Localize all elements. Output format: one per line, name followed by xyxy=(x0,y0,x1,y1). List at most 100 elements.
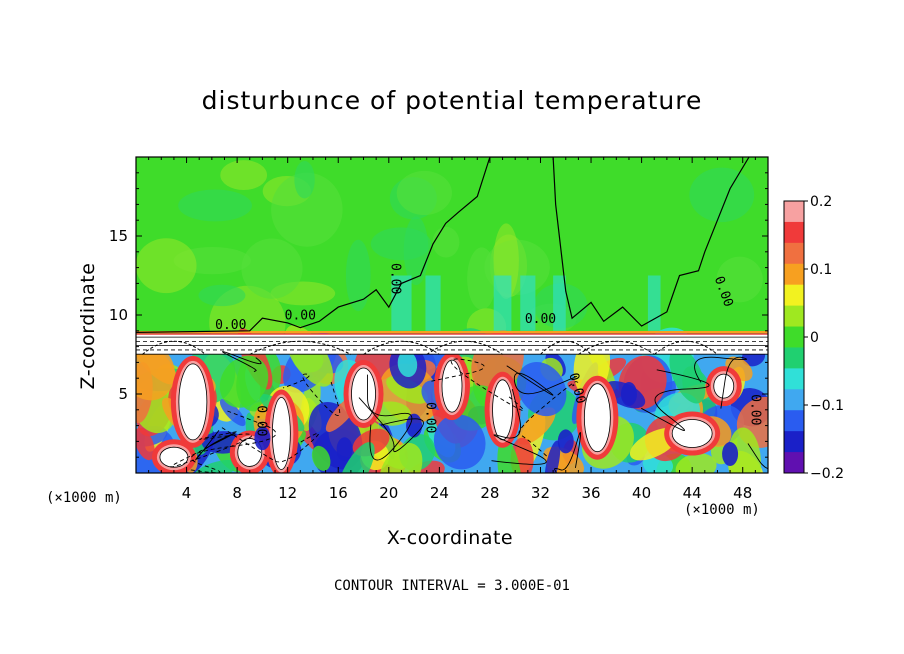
cyan-plume xyxy=(493,275,512,331)
eddy xyxy=(669,347,706,404)
colorbar-tick-label: −0.1 xyxy=(810,398,844,414)
chart-title: disturbunce of potential temperature xyxy=(201,86,703,115)
mixed-layer-contour xyxy=(431,358,524,411)
upper-zero-contour xyxy=(136,157,750,333)
contour-label: 0.00 xyxy=(748,394,763,425)
mixed-layer-contour xyxy=(694,356,748,409)
colorbar-swatch xyxy=(784,368,804,390)
colorbar-swatch xyxy=(784,410,804,432)
upper-patch xyxy=(294,160,315,199)
mixed-layer-contour xyxy=(190,410,277,473)
inversion-band xyxy=(136,333,768,355)
eddy xyxy=(337,442,375,473)
cold-pocket xyxy=(620,382,637,406)
upper-patch xyxy=(198,284,246,307)
colorbar-swatch xyxy=(784,389,804,411)
entrainment-contour xyxy=(249,340,352,355)
entrainment-contour xyxy=(426,340,503,355)
mixed-layer-contour xyxy=(358,397,424,453)
mixed-layer-contour xyxy=(367,374,413,461)
y-tick-label: 10 xyxy=(109,306,128,324)
mixed-layer-contour xyxy=(747,443,768,470)
contour-interval-note: CONTOUR INTERVAL = 3.000E-01 xyxy=(333,578,570,594)
cyan-plume xyxy=(425,275,441,331)
colorbar-swatch xyxy=(784,284,804,307)
eddy xyxy=(727,427,762,473)
cold-pocket xyxy=(722,442,739,467)
entrainment-contour xyxy=(141,340,206,355)
colorbar-swatch xyxy=(784,221,804,244)
x-tick-label: 28 xyxy=(480,484,499,502)
cyan-plume xyxy=(553,275,566,331)
eddy xyxy=(397,350,418,378)
upper-patch xyxy=(241,238,303,299)
colorbar-swatch xyxy=(784,305,804,328)
entrainment-contour xyxy=(578,340,655,355)
x-tick-label: 36 xyxy=(581,484,600,502)
eddy xyxy=(192,459,237,473)
x-tick-label: 24 xyxy=(430,484,449,502)
cold-pocket xyxy=(254,426,271,451)
cold-pocket xyxy=(557,429,574,454)
x-tick-label: 32 xyxy=(531,484,550,502)
colorbar-tick-label: 0 xyxy=(810,330,819,346)
upper-patch xyxy=(716,256,763,303)
colorbar-tick-label: −0.2 xyxy=(810,466,844,482)
x-tick-label: 16 xyxy=(329,484,348,502)
eddy xyxy=(311,445,331,471)
colorbar-swatch xyxy=(784,242,804,265)
colorbar-tick-label: 0.1 xyxy=(810,262,832,278)
cyan-plume xyxy=(647,275,661,331)
warm-core xyxy=(583,383,611,453)
entrainment-contour xyxy=(540,340,592,355)
upper-patch xyxy=(396,170,452,216)
cold-pocket xyxy=(406,413,423,438)
eddy xyxy=(219,355,269,408)
mixed-layer-contour xyxy=(170,431,253,468)
contour-label: 0.00 xyxy=(253,405,268,436)
mixed-layer-contour xyxy=(282,373,341,416)
contour-label: 0.00 xyxy=(285,309,316,324)
contour-label: 0.00 xyxy=(525,312,556,327)
x-unit-label-right: (×1000 m) xyxy=(684,502,760,518)
colorbar-swatch xyxy=(784,347,804,369)
eddy xyxy=(433,414,486,470)
eddy xyxy=(517,407,556,445)
mixed-layer-contour xyxy=(506,365,578,396)
warm-core xyxy=(441,359,463,413)
cyan-plume xyxy=(520,275,536,331)
upper-patch xyxy=(136,238,197,294)
y-tick-label: 15 xyxy=(109,227,128,245)
upper-patch xyxy=(220,160,268,191)
warm-core xyxy=(178,363,208,441)
upper-patch xyxy=(689,167,755,223)
mixed-layer-contour xyxy=(221,427,319,463)
cold-pocket xyxy=(336,437,353,462)
mixed-layer-contour xyxy=(554,432,582,473)
warm-core xyxy=(671,419,713,448)
x-unit-label-left: (×1000 m) xyxy=(46,490,122,506)
warm-core xyxy=(492,379,513,441)
contour-label: 0.00 xyxy=(215,318,246,333)
eddy xyxy=(386,376,428,404)
mixed-layer-contour xyxy=(641,369,710,431)
x-tick-label: 4 xyxy=(182,484,192,502)
eddy xyxy=(675,453,717,473)
eddy xyxy=(544,440,561,473)
mixed-layer-contour xyxy=(222,351,262,373)
contour-label: 0.00 xyxy=(423,402,438,433)
mixed-layer-contour xyxy=(518,381,579,459)
colorbar-swatch xyxy=(784,263,804,286)
colorbar-swatch xyxy=(784,431,804,453)
colorbar-tick-label: 0.2 xyxy=(810,194,832,210)
x-axis-label: X-coordinate xyxy=(386,527,514,549)
mixed-layer-contour xyxy=(491,388,547,465)
colorbar-swatch xyxy=(784,326,804,348)
entrainment-contour xyxy=(363,340,440,355)
upper-patch xyxy=(271,172,343,247)
upper-patch xyxy=(370,227,432,261)
eddy xyxy=(136,343,175,401)
colorbar-swatch xyxy=(784,201,804,223)
x-tick-label: 44 xyxy=(683,484,702,502)
